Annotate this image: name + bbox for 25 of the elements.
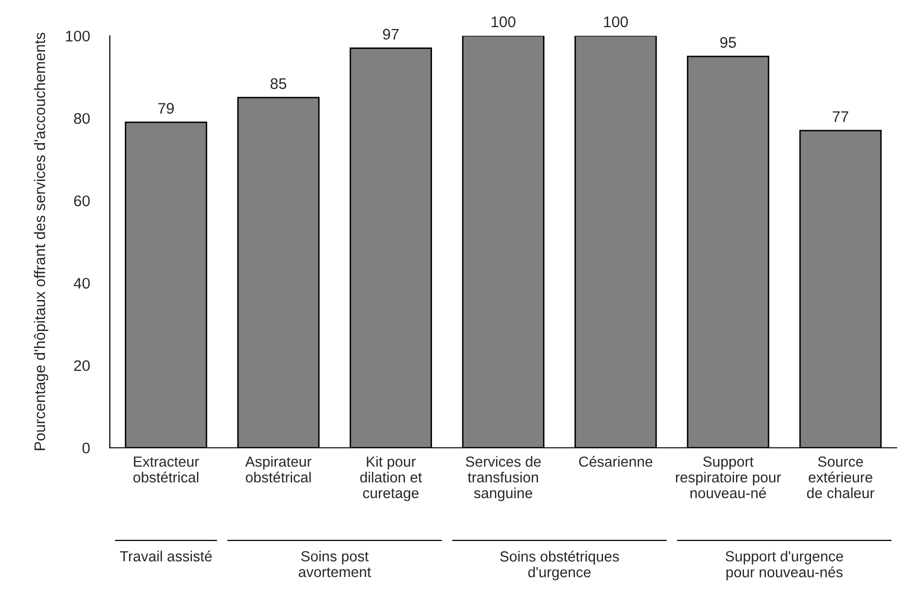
text: Soins post avortement — [298, 550, 371, 578]
text: Soins obstétriques d'urgence — [500, 550, 619, 580]
data-label: 100 — [604, 16, 628, 28]
x-tick-label: Kit pour dilation et curetage — [360, 456, 422, 502]
data-label: 100 — [492, 16, 516, 28]
x-tick-label: Césarienne — [579, 456, 652, 467]
data-label: 97 — [383, 28, 399, 40]
data-label: 95 — [720, 37, 736, 48]
data-label: 77 — [832, 111, 848, 122]
y-tick-label: 100 — [66, 30, 90, 42]
x-tick-label: Aspirateur obstétrical — [245, 456, 312, 483]
y-tick-label: 0 — [82, 442, 90, 454]
y-tick-label: 40 — [74, 278, 90, 289]
x-tick-label: Services de transfusion sanguine — [466, 456, 541, 502]
x-tick-label: Extracteur obstétrical — [133, 456, 199, 483]
y-tick-label: 20 — [74, 360, 90, 372]
x-tick-label: Support respiratoire pour nouveau-né — [676, 456, 781, 498]
data-label: 79 — [158, 102, 174, 114]
x-tick-label: Source extérieure de chaleur — [807, 456, 874, 498]
y-tick-label: 80 — [74, 113, 90, 124]
text: Travail assisté — [120, 550, 212, 562]
text: Support d'urgence pour nouveau-nés — [726, 550, 844, 580]
data-label: 85 — [270, 78, 286, 90]
y-tick-label: 60 — [74, 195, 90, 206]
y-axis-title: Pourcentage d'hôpitaux offrant des services d'accouchements — [34, 32, 48, 450]
